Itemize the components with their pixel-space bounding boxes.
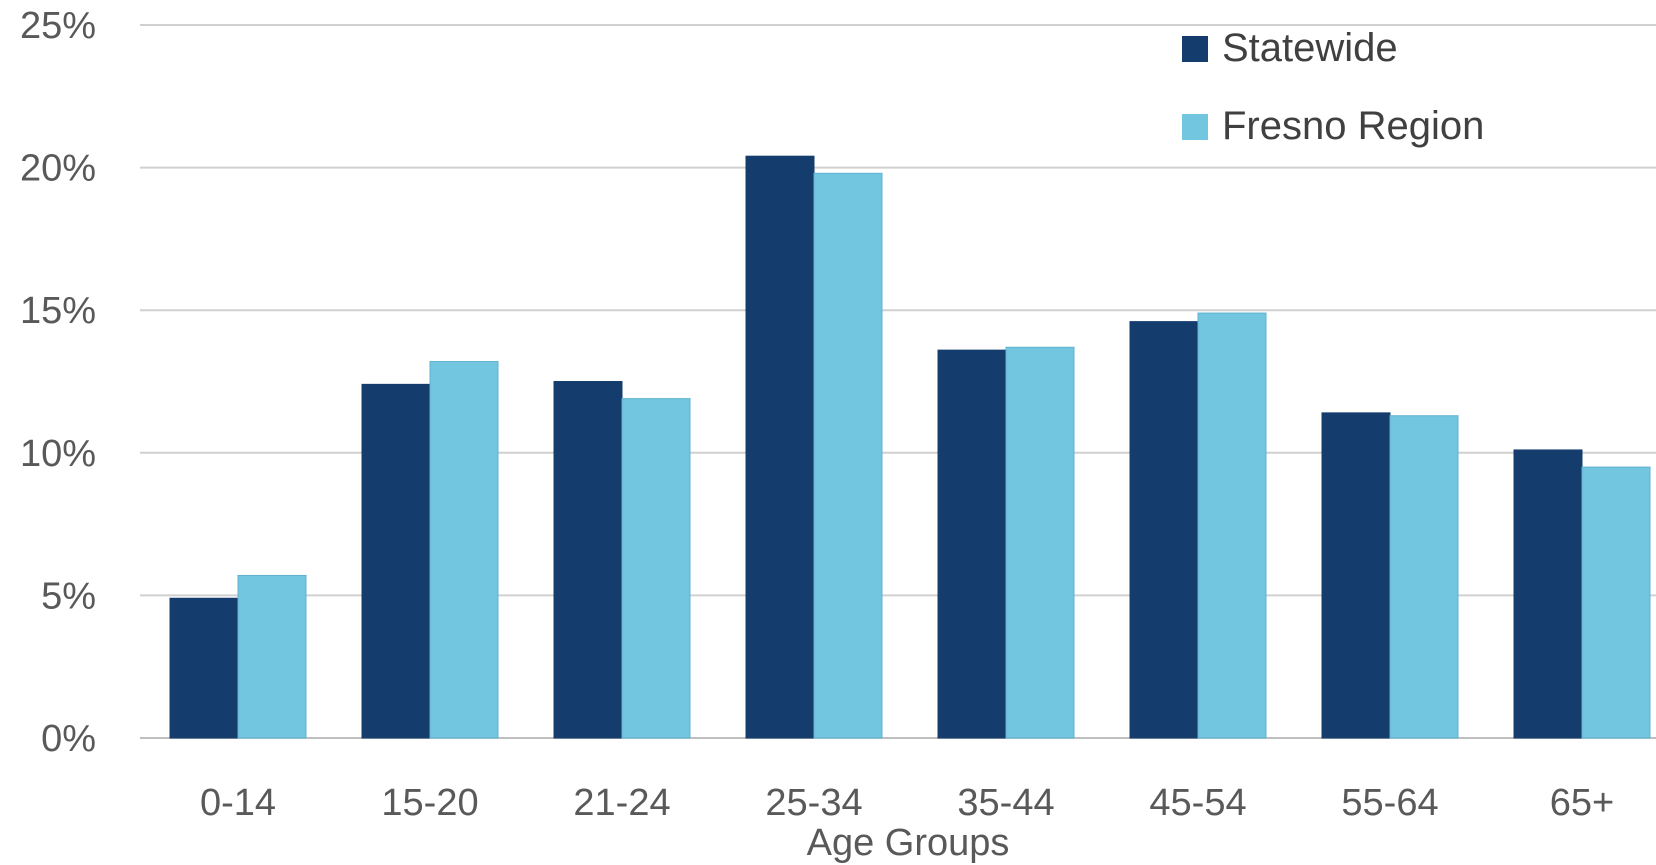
bar-statewide-25-34 (745, 155, 815, 739)
y-tick-label: 10% (20, 433, 96, 475)
legend: Statewide Fresno Region (1182, 26, 1484, 148)
x-tick-label: 0-14 (200, 782, 276, 824)
x-tick-label: 55-64 (1341, 782, 1438, 824)
y-tick-label: 15% (20, 290, 96, 332)
bar-statewide-65+ (1513, 449, 1583, 739)
bar-statewide-21-24 (553, 381, 623, 739)
x-tick-label: 35-44 (957, 782, 1054, 824)
bar-fresno-region-15-20 (429, 361, 499, 739)
legend-label: Fresno Region (1222, 104, 1484, 148)
bar-fresno-region-65+ (1581, 466, 1651, 739)
x-tick-label: 25-34 (765, 782, 862, 824)
bar-statewide-35-44 (937, 349, 1007, 739)
bar-statewide-15-20 (361, 383, 431, 739)
bar-fresno-region-35-44 (1005, 346, 1075, 739)
x-axis-tick-labels: 0-14 15-20 21-24 25-34 35-44 45-54 55-64 65+ (200, 782, 1614, 824)
bar-fresno-region-25-34 (813, 172, 883, 739)
y-tick-label: 25% (20, 5, 96, 47)
x-tick-label: 65+ (1550, 782, 1614, 824)
x-tick-label: 45-54 (1149, 782, 1246, 824)
y-axis-tick-labels: 0% 5% 10% 15% 20% 25% (20, 5, 96, 760)
bar-fresno-region-0-14 (237, 574, 307, 739)
bar-fresno-region-45-54 (1197, 312, 1267, 739)
x-tick-label: 21-24 (573, 782, 670, 824)
bars (169, 155, 1651, 739)
bar-statewide-55-64 (1321, 412, 1391, 739)
legend-swatch-statewide (1182, 36, 1208, 62)
legend-label: Statewide (1222, 26, 1398, 70)
y-tick-label: 0% (41, 718, 96, 760)
x-axis-title: Age Groups (807, 822, 1010, 864)
bar-statewide-0-14 (169, 597, 239, 739)
bar-statewide-45-54 (1129, 321, 1199, 739)
legend-swatch-fresno-region (1182, 114, 1208, 140)
bar-fresno-region-55-64 (1389, 415, 1459, 739)
y-tick-label: 20% (20, 148, 96, 190)
y-tick-label: 5% (41, 575, 96, 617)
x-tick-label: 15-20 (381, 782, 478, 824)
bar-fresno-region-21-24 (621, 398, 691, 739)
